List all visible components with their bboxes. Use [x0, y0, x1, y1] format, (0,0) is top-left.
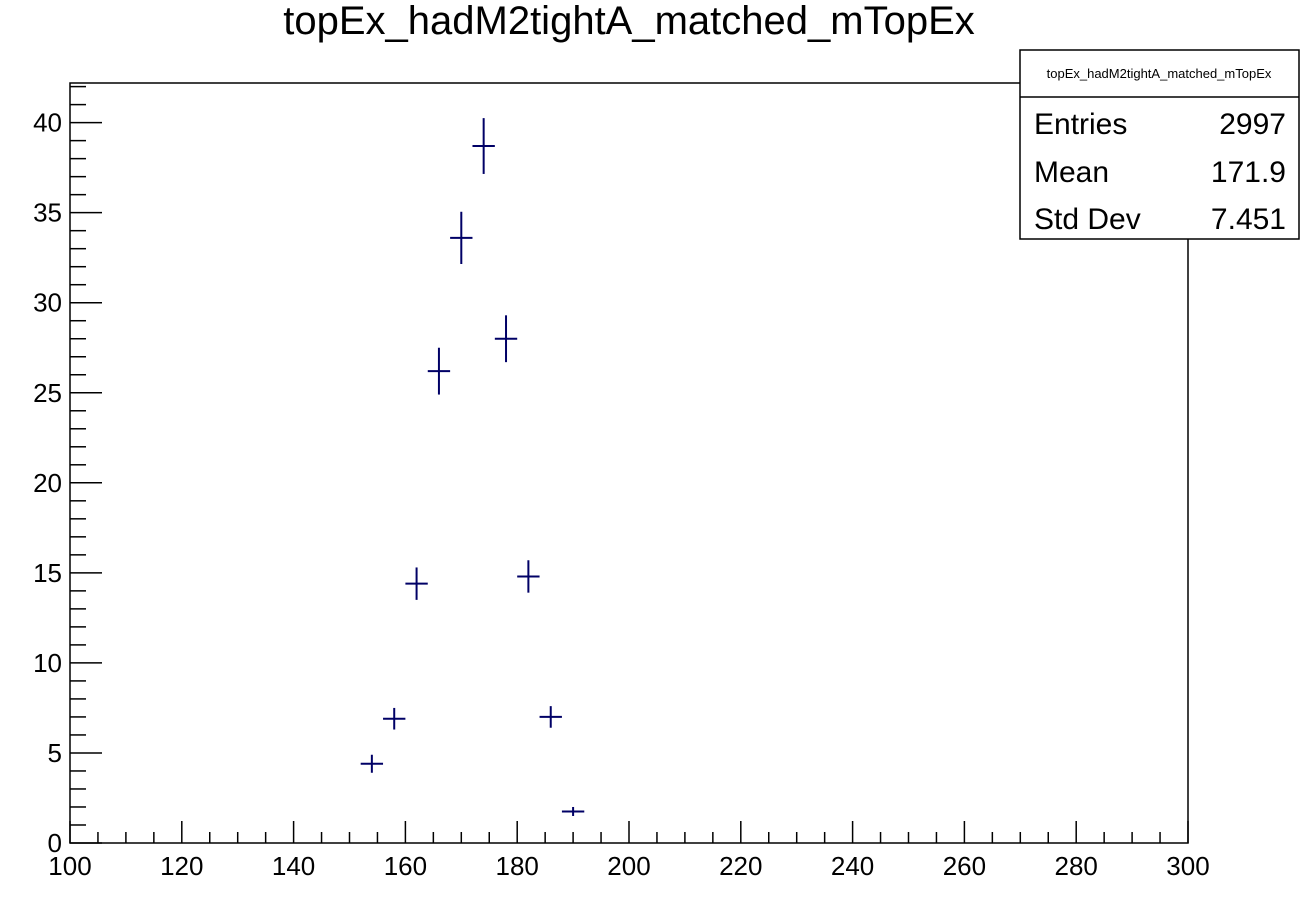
x-tick-label: 100	[48, 851, 91, 881]
data-point	[383, 707, 406, 730]
y-axis: 0 5 10 15 20 25 30 35 40	[33, 85, 102, 858]
x-tick-label: 240	[831, 851, 874, 881]
data-point	[360, 754, 384, 773]
stats-entries-value: 2997	[1219, 108, 1286, 141]
data-point	[450, 211, 473, 264]
x-axis: 100 120 140 160 180 200 220 240 260 280 300	[48, 821, 1210, 881]
chart-title: topEx_hadM2tightA_matched_mTopEx	[283, 0, 975, 43]
data-series	[360, 118, 585, 816]
y-tick-label: 10	[33, 648, 62, 678]
y-tick-label: 40	[33, 108, 62, 138]
data-point	[472, 118, 495, 174]
y-tick-label: 30	[33, 288, 62, 318]
y-tick-label: 5	[48, 738, 62, 768]
stats-entries-label: Entries	[1034, 108, 1127, 141]
data-point	[494, 315, 518, 363]
x-tick-label: 180	[496, 851, 539, 881]
x-tick-label: 280	[1055, 851, 1098, 881]
x-tick-label: 200	[607, 851, 650, 881]
y-tick-label: 0	[48, 828, 62, 858]
stats-stddev-label: Std Dev	[1034, 203, 1141, 236]
data-point	[517, 560, 540, 593]
stats-stddev-value: 7.451	[1211, 203, 1286, 236]
y-tick-label: 35	[33, 198, 62, 228]
y-tick-label: 25	[33, 378, 62, 408]
y-tick-label: 20	[33, 468, 62, 498]
stats-mean-label: Mean	[1034, 156, 1109, 189]
stats-mean-value: 171.9	[1211, 156, 1286, 189]
stats-box: topEx_hadM2tightA_matched_mTopEx Entries…	[1019, 49, 1300, 240]
data-point	[561, 806, 585, 816]
data-point	[405, 567, 428, 600]
data-point	[539, 706, 562, 728]
data-point	[427, 347, 451, 395]
y-tick-label: 15	[33, 558, 62, 588]
stats-box-title: topEx_hadM2tightA_matched_mTopEx	[1047, 66, 1272, 81]
stats-box-frame	[1019, 49, 1300, 240]
x-tick-label: 220	[719, 851, 762, 881]
x-tick-label: 160	[384, 851, 427, 881]
x-tick-label: 120	[160, 851, 203, 881]
x-tick-label: 140	[272, 851, 315, 881]
x-tick-label: 300	[1166, 851, 1209, 881]
x-tick-label: 260	[943, 851, 986, 881]
